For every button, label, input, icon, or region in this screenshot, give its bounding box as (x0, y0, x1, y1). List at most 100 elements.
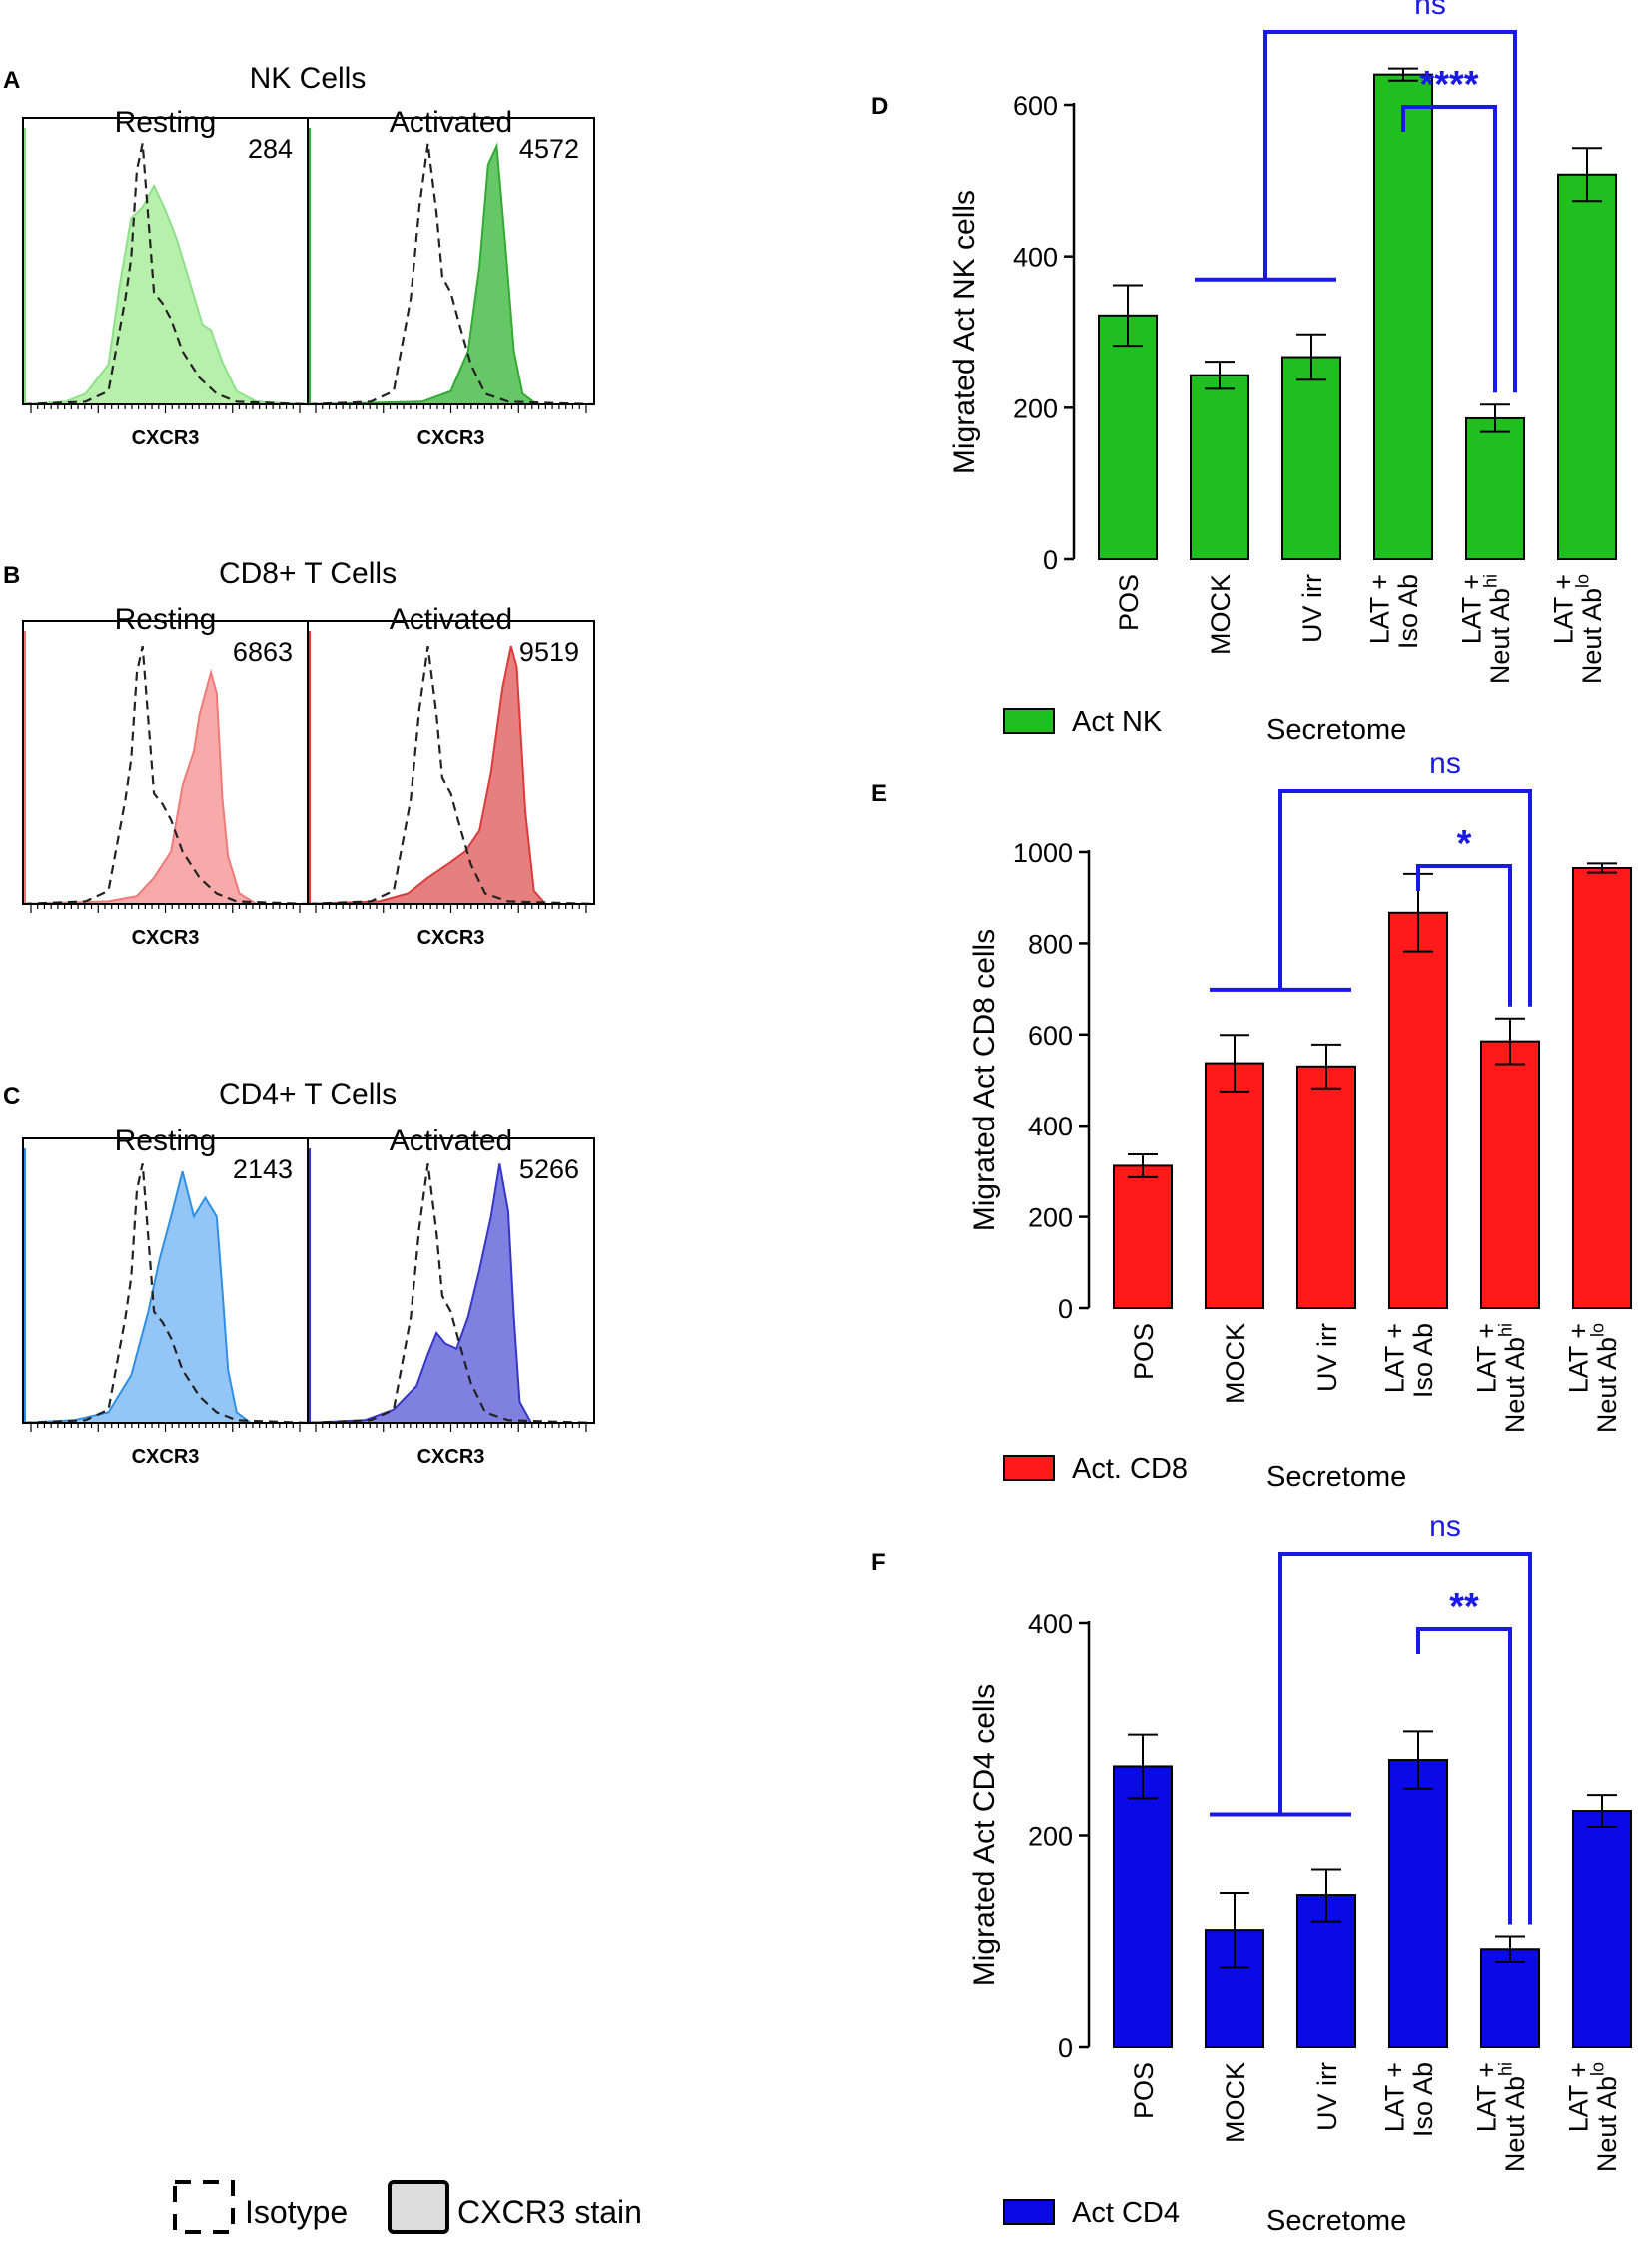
series-legend-swatch (1003, 2199, 1055, 2225)
category-superscript: lo (1572, 574, 1592, 588)
panel-letter: F (871, 1549, 886, 1576)
category-line: Neut Ab (1485, 588, 1515, 684)
y-tick-label: 0 (1043, 545, 1058, 575)
series-legend-swatch (1003, 708, 1055, 734)
x-axis-label: CXCR3 (417, 1446, 485, 1468)
category-line: LAT + (1365, 574, 1395, 644)
cxcr3-stain-histogram (22, 1170, 308, 1424)
mfi-value: 4572 (519, 134, 579, 164)
bar-lat-iso-ab (1388, 1759, 1448, 2048)
x-axis-label: CXCR3 (417, 927, 485, 949)
isotype-histogram (22, 645, 309, 906)
sig-bracket-ns (1278, 1552, 1532, 1925)
bar-lat-neut-ab-lo (1572, 1810, 1632, 2048)
condition-label: Activated (390, 1125, 512, 1157)
histogram-legend: Isotype CXCR3 stain (173, 2180, 642, 2234)
bar-lat-iso-ab (1388, 911, 1448, 1309)
category-label: MOCK (1221, 2062, 1250, 2143)
stain-legend-label: CXCR3 stain (457, 2194, 642, 2230)
bar-mock (1205, 1062, 1264, 1309)
group-label: Secretome (1266, 714, 1406, 746)
category-label: LAT +Iso Ab (1380, 1323, 1438, 1398)
bar-pos (1113, 1765, 1173, 2048)
histogram-panels: A NK CellsResting284CXCR3Activated4572CXC… (3, 62, 595, 1468)
category-label: LAT +Iso Ab (1365, 574, 1423, 649)
category-superscript: lo (1587, 1323, 1607, 1337)
category-line: LAT + (1564, 1323, 1594, 1393)
category-superscript: hi (1495, 2062, 1515, 2076)
y-tick-label: 400 (1013, 243, 1058, 273)
category-label: LAT +Neut Ablo (1549, 574, 1607, 684)
sig-label-ns: ns (1429, 747, 1461, 780)
bar-pos (1113, 1164, 1173, 1310)
group-label: Secretome (1266, 1461, 1406, 1493)
condition-label: Activated (390, 106, 512, 139)
isotype-histogram (22, 1163, 309, 1425)
category-line: Neut Ab (1592, 1337, 1622, 1433)
y-tick-label: 0 (1058, 1294, 1073, 1324)
category-label: LAT +Iso Ab (1380, 2062, 1438, 2137)
series-legend-label: Act. CD8 (1072, 1453, 1188, 1485)
mfi-value: 2143 (233, 1154, 293, 1184)
sig-label-stars: **** (1419, 64, 1478, 106)
cxcr3-stain-histogram (307, 645, 594, 905)
sig-label-ns: ns (1429, 1510, 1461, 1543)
x-axis-label: CXCR3 (132, 927, 200, 949)
y-tick-label: 0 (1058, 2033, 1073, 2063)
mfi-value: 5266 (519, 1154, 579, 1184)
category-line: Iso Ab (1393, 574, 1423, 649)
y-tick-label: 600 (1028, 1021, 1073, 1051)
cxcr3-stain-histogram (307, 1163, 594, 1424)
bar-chart-panel-F: F 0 200 400 Migrated Act CD4 cells POS MOCK UV … (871, 1510, 1632, 2237)
y-tick-label: 800 (1028, 929, 1073, 959)
condition-label: Resting (115, 1125, 217, 1157)
series-legend-label: Act NK (1072, 706, 1163, 738)
y-axis-label: Migrated Act NK cells (948, 190, 981, 474)
category-label: POS (1129, 1323, 1159, 1380)
condition-label: Resting (115, 106, 217, 139)
x-axis-label: CXCR3 (417, 427, 485, 449)
bar-chart-panel-E: E 0 200 400 600 800 1000 Migrated Act CD8 cells… (871, 747, 1632, 1493)
category-label: POS (1114, 574, 1144, 631)
cxcr3-stain-histogram (22, 668, 308, 905)
sig-bracket-ns (1263, 30, 1517, 393)
category-label: LAT +Neut Abhi (1472, 2062, 1530, 2172)
category-line: Neut Ab (1500, 1337, 1530, 1433)
category-label: POS (1129, 2062, 1159, 2119)
sig-label-stars: ** (1449, 1586, 1479, 1628)
y-tick-label: 200 (1013, 393, 1058, 423)
bar-lat-neut-ab-lo (1572, 866, 1632, 1309)
category-label: LAT +Neut Ablo (1564, 1323, 1622, 1433)
stain-legend-swatch (388, 2180, 449, 2234)
bar-chart-panels: D 0 200 400 600 Migrated Act NK cells POS MOCK U… (871, 0, 1632, 2237)
bar-chart-panel-D: D 0 200 400 600 Migrated Act NK cells POS MOCK U… (871, 0, 1617, 746)
category-line: Iso Ab (1408, 1323, 1438, 1398)
isotype-legend-swatch (173, 2180, 235, 2234)
category-line: LAT + (1549, 574, 1579, 644)
bar-uv-irr (1296, 1065, 1356, 1310)
panel-title: NK Cells (250, 62, 367, 95)
category-line: Iso Ab (1408, 2062, 1438, 2137)
panel-title: CD8+ T Cells (219, 557, 397, 590)
series-legend-label: Act CD4 (1072, 2197, 1180, 2229)
category-line: LAT + (1380, 1323, 1410, 1393)
sig-bracket-ns (1278, 789, 1532, 1007)
x-axis-label: CXCR3 (132, 1446, 200, 1468)
category-line: LAT + (1472, 2062, 1502, 2132)
cxcr3-stain-histogram (307, 142, 594, 405)
isotype-histogram (22, 143, 309, 406)
series-legend-swatch (1003, 1455, 1055, 1481)
category-superscript: hi (1480, 574, 1500, 588)
bar-mock (1205, 1929, 1264, 2048)
condition-label: Resting (115, 603, 217, 636)
sig-label-stars: * (1457, 823, 1472, 865)
y-tick-label: 200 (1028, 1822, 1073, 1852)
category-superscript: hi (1495, 1323, 1515, 1337)
category-label: MOCK (1206, 574, 1236, 655)
isotype-histogram (307, 143, 595, 406)
condition-label: Activated (390, 603, 512, 636)
bar-lat-neut-ab-lo (1557, 173, 1617, 560)
